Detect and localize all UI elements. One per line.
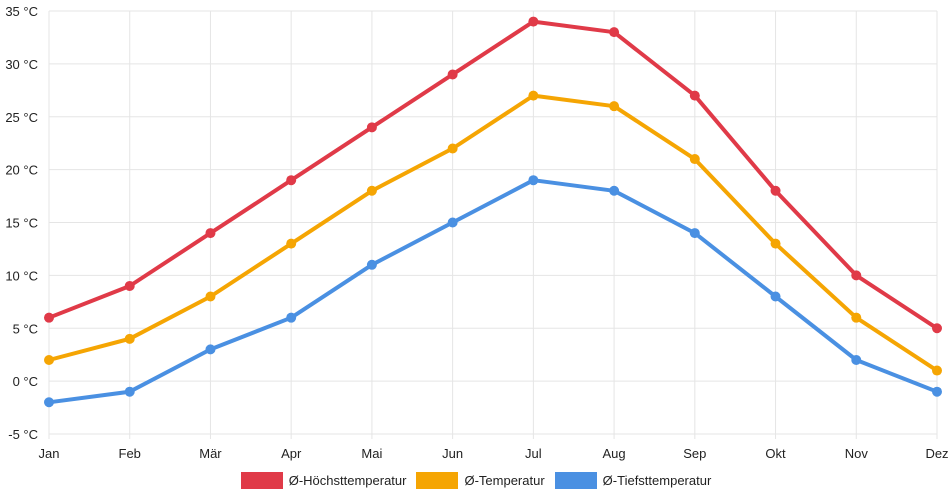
data-point-avg[interactable] bbox=[609, 101, 620, 112]
x-tick-label: Okt bbox=[765, 446, 786, 461]
data-point-max[interactable] bbox=[205, 228, 216, 239]
data-point-max[interactable] bbox=[932, 323, 942, 334]
data-point-avg[interactable] bbox=[366, 185, 377, 196]
legend-item-avg[interactable]: Ø-Temperatur bbox=[416, 472, 545, 489]
legend-label: Ø-Höchsttemperatur bbox=[288, 473, 407, 488]
y-tick-label: 15 °C bbox=[5, 216, 38, 231]
x-tick-label: Jun bbox=[442, 446, 463, 461]
legend: Ø-Höchsttemperatur Ø-Temperatur Ø-Tiefstte… bbox=[0, 472, 952, 489]
data-point-max[interactable] bbox=[124, 280, 135, 291]
data-point-max[interactable] bbox=[528, 16, 539, 27]
data-point-min[interactable] bbox=[44, 397, 54, 408]
x-tick-label: Apr bbox=[281, 446, 302, 461]
data-point-min[interactable] bbox=[447, 217, 458, 228]
data-point-avg[interactable] bbox=[770, 238, 781, 249]
series-line-min bbox=[47, 178, 939, 405]
y-tick-label: 25 °C bbox=[5, 110, 38, 125]
x-tick-label: Sep bbox=[683, 446, 706, 461]
data-point-avg[interactable] bbox=[44, 354, 54, 365]
legend-swatch bbox=[416, 472, 459, 489]
y-tick-label: 20 °C bbox=[5, 163, 38, 178]
data-point-min[interactable] bbox=[205, 344, 216, 355]
y-tick-label: 30 °C bbox=[5, 57, 38, 72]
data-point-min[interactable] bbox=[286, 312, 297, 323]
data-point-min[interactable] bbox=[609, 185, 620, 196]
data-point-min[interactable] bbox=[851, 354, 862, 365]
axes: -5 °C 0 °C 5 °C 10 °C 15 °C 20 °C 25 °C 30 °C 35… bbox=[5, 4, 948, 461]
data-point-max[interactable] bbox=[286, 175, 297, 186]
data-point-avg[interactable] bbox=[932, 365, 942, 376]
x-tick-label: Jul bbox=[525, 446, 542, 461]
data-point-max[interactable] bbox=[366, 122, 377, 133]
data-point-min[interactable] bbox=[689, 228, 700, 239]
data-point-max[interactable] bbox=[689, 90, 700, 101]
x-tick-label: Mär bbox=[199, 446, 222, 461]
data-point-min[interactable] bbox=[124, 386, 135, 397]
series-min bbox=[44, 175, 942, 408]
data-point-avg[interactable] bbox=[286, 238, 297, 249]
legend-label: Ø-Tiefsttemperatur bbox=[602, 473, 712, 488]
data-point-max[interactable] bbox=[447, 69, 458, 80]
legend-label: Ø-Temperatur bbox=[464, 473, 545, 488]
data-point-avg[interactable] bbox=[205, 291, 216, 302]
data-point-max[interactable] bbox=[851, 270, 862, 281]
legend-item-min[interactable]: Ø-Tiefsttemperatur bbox=[554, 472, 712, 489]
series-lines bbox=[44, 16, 942, 408]
grid bbox=[48, 10, 938, 439]
x-tick-label: Dez bbox=[925, 446, 948, 461]
data-point-min[interactable] bbox=[932, 386, 942, 397]
legend-swatch bbox=[554, 472, 597, 489]
x-tick-label: Aug bbox=[603, 446, 626, 461]
data-point-max[interactable] bbox=[609, 27, 620, 38]
y-tick-label: 35 °C bbox=[5, 4, 38, 19]
x-tick-label: Jan bbox=[39, 446, 60, 461]
data-point-min[interactable] bbox=[528, 175, 539, 186]
data-point-avg[interactable] bbox=[447, 143, 458, 154]
y-tick-label: -5 °C bbox=[8, 427, 38, 442]
data-point-max[interactable] bbox=[44, 312, 54, 323]
x-tick-label: Feb bbox=[119, 446, 141, 461]
data-point-min[interactable] bbox=[770, 291, 781, 302]
legend-item-max[interactable]: Ø-Höchsttemperatur bbox=[240, 472, 407, 489]
y-tick-label: 0 °C bbox=[13, 374, 38, 389]
data-point-avg[interactable] bbox=[689, 154, 700, 165]
series-line-avg bbox=[47, 93, 939, 373]
legend-swatch bbox=[240, 472, 283, 489]
series-avg bbox=[44, 90, 942, 376]
data-point-max[interactable] bbox=[770, 185, 781, 196]
data-point-avg[interactable] bbox=[851, 312, 862, 323]
line-chart: -5 °C 0 °C 5 °C 10 °C 15 °C 20 °C 25 °C 30 °C 35… bbox=[5, 4, 948, 461]
data-point-avg[interactable] bbox=[124, 333, 135, 344]
y-tick-label: 5 °C bbox=[13, 321, 38, 336]
series-max bbox=[44, 16, 942, 334]
x-tick-label: Mai bbox=[361, 446, 382, 461]
x-tick-label: Nov bbox=[845, 446, 869, 461]
data-point-avg[interactable] bbox=[528, 90, 539, 101]
y-tick-label: 10 °C bbox=[5, 268, 38, 283]
series-line-max bbox=[47, 19, 939, 331]
data-point-min[interactable] bbox=[366, 259, 377, 270]
